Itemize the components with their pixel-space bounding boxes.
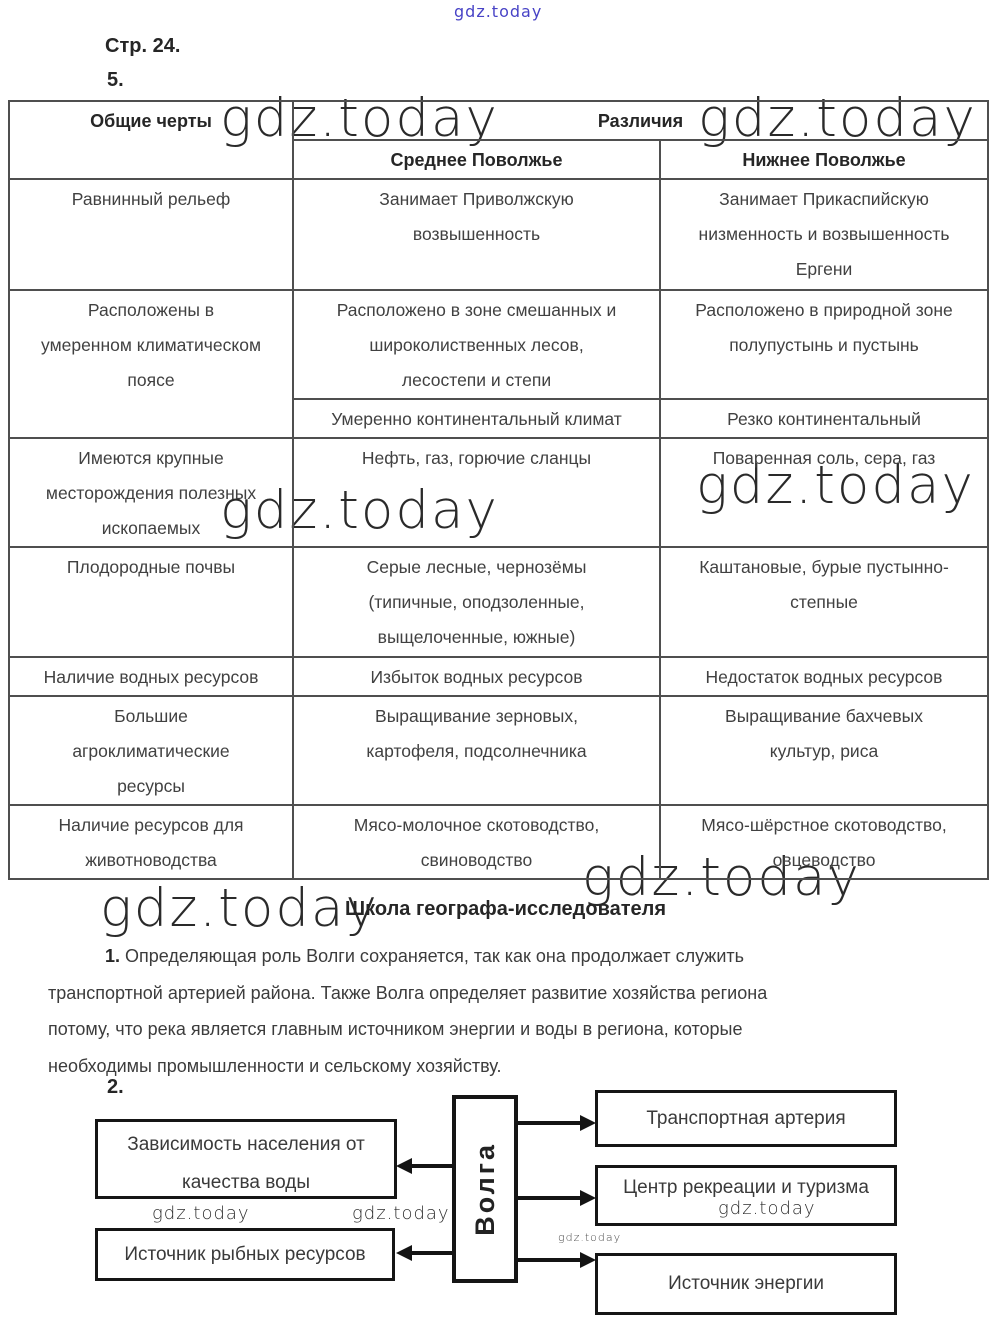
table-cell: Наличие ресурсов для животноводства [8, 804, 294, 880]
table-cell: Умеренно континентальный климат [292, 398, 661, 439]
table-cell: Мясо-шёрстное скотоводство, овцеводство [658, 804, 990, 880]
comparison-table: Общие черты Различия Среднее Поволжье Ни… [8, 100, 990, 880]
answer-line: 1. Определяющая роль Волги сохраняется, … [105, 946, 744, 966]
arrow-to-water-quality-shaft [408, 1164, 452, 1168]
table-cell: Расположено в природной зоне полупустынь… [658, 289, 990, 400]
task-5-label: 5. [107, 69, 124, 91]
arrow-to-transport-shaft [518, 1121, 582, 1125]
table-cell: Наличие водных ресурсов [8, 656, 294, 697]
arrow-to-energy-shaft [518, 1258, 582, 1262]
table-cell: Равнинный рельеф [8, 178, 294, 291]
table-cell: Серые лесные, чернозёмы (типичные, оподз… [292, 546, 661, 658]
table-cell: Недостаток водных ресурсов [658, 656, 990, 697]
page-number-label: Стр. 24. [105, 35, 181, 57]
diagram-center-box-volga: Волга [452, 1095, 518, 1283]
table-cell: Резко континентальный [658, 398, 990, 439]
answer-1-paragraph: 1. Определяющая роль Волги сохраняется, … [48, 938, 900, 1084]
task-2-label: 2. [107, 1076, 124, 1098]
diagram-box-water-quality: Зависимость населения от качества воды [95, 1119, 397, 1199]
table-cell: Плодородные почвы [8, 546, 294, 658]
answer-line: транспортной артерией района. Также Волг… [48, 982, 768, 1003]
answer-line: потому, что река является главным источн… [48, 1019, 743, 1039]
table-cell: Занимает Прикаспийскую низменность и воз… [658, 178, 990, 291]
answer-1-marker: 1. [105, 946, 121, 966]
table-cell: Нефть, газ, горючие сланцы [292, 437, 661, 548]
table-cell: Мясо-молочное скотоводство, свиноводство [292, 804, 661, 880]
watermark-diagram-left-1: gdz.today [152, 1203, 250, 1224]
section-title: Школа географа-исследователя [345, 898, 667, 920]
diagram-box-fish-resources: Источник рыбных ресурсов [95, 1228, 395, 1281]
diagram-box-transport-artery: Транспортная артерия [595, 1090, 897, 1147]
diagram-box-energy-source: Источник энергии [595, 1253, 897, 1315]
watermark-diagram-center: gdz.today [558, 1231, 622, 1244]
arrow-to-water-quality-head [396, 1158, 412, 1174]
table-cell: Выращивание бахчевых культур, риса [658, 695, 990, 806]
table-cell: Каштановые, бурые пустынно- степные [658, 546, 990, 658]
arrow-to-recreation-shaft [518, 1196, 582, 1200]
arrow-to-fish-shaft [408, 1251, 452, 1255]
table-cell: Избыток водных ресурсов [292, 656, 661, 697]
watermark-diagram-left-2: gdz.today [352, 1203, 450, 1224]
arrow-to-energy-head [580, 1252, 596, 1268]
arrow-to-fish-head [396, 1245, 412, 1261]
diagram-box-recreation-tourism: Центр рекреации и туризма [595, 1165, 897, 1226]
answer-line: необходимы промышленности и сельскому хо… [48, 1055, 502, 1076]
watermark-section-title: gdz.today [100, 878, 379, 939]
table-cell: Расположено в зоне смешанных и широколис… [292, 289, 661, 400]
table-cell: Расположены в умеренном климатическом по… [8, 289, 294, 439]
table-header-common: Общие черты [8, 100, 294, 180]
table-header-middle-volga: Среднее Поволжье [292, 139, 661, 180]
watermark-top: gdz.today [454, 2, 543, 21]
table-cell: Большие агроклиматические ресурсы [8, 695, 294, 806]
table-header-lower-volga: Нижнее Поволжье [658, 139, 990, 180]
table-cell: Поваренная соль, сера, газ [658, 437, 990, 548]
table-cell: Имеются крупные месторождения полезных и… [8, 437, 294, 548]
arrow-to-transport-head [580, 1115, 596, 1131]
arrow-to-recreation-head [580, 1190, 596, 1206]
table-header-differences: Различия [291, 100, 990, 141]
table-cell: Выращивание зерновых, картофеля, подсолн… [292, 695, 661, 806]
table-cell: Занимает Приволжскую возвышенность [292, 178, 661, 291]
